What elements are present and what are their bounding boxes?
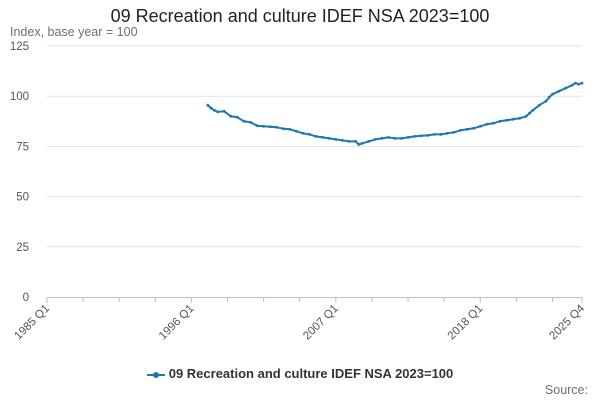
data-point (419, 134, 423, 138)
data-point (544, 99, 548, 103)
y-tick-label: 75 (16, 141, 29, 153)
data-point (406, 136, 410, 139)
data-point (492, 121, 495, 125)
y-tick-label: 125 (10, 41, 29, 53)
data-point (393, 137, 397, 140)
data-point (236, 115, 239, 119)
chart-title: 09 Recreation and culture IDEF NSA 2023=… (110, 6, 490, 26)
data-point (357, 143, 361, 146)
data-point (439, 133, 443, 136)
data-point (478, 124, 482, 128)
data-point (570, 83, 574, 87)
data-point (206, 103, 210, 107)
x-tick-label: 2007 Q1 (301, 303, 341, 343)
data-point (262, 124, 265, 128)
data-point (314, 135, 318, 138)
data-point (386, 136, 390, 139)
data-point (400, 137, 403, 140)
data-point (216, 110, 220, 114)
data-point (472, 126, 476, 130)
legend-label: 09 Recreation and culture IDEF NSA 2023=… (168, 366, 454, 381)
data-point (518, 116, 521, 120)
data-point (485, 122, 489, 126)
data-point (295, 129, 298, 133)
data-point (209, 106, 213, 110)
data-point (557, 89, 561, 93)
data-point (413, 135, 416, 138)
data-point (268, 125, 272, 129)
data-point (551, 92, 554, 96)
data-point (367, 140, 371, 143)
data-point (446, 131, 449, 135)
legend[interactable]: 09 Recreation and culture IDEF NSA 2023=… (0, 366, 600, 381)
data-point (373, 138, 377, 141)
data-point (242, 119, 246, 123)
data-point (308, 133, 311, 136)
data-point (452, 130, 456, 134)
data-point (249, 120, 252, 124)
data-point (574, 81, 577, 85)
data-point (511, 117, 515, 121)
data-point (275, 125, 279, 129)
data-point (564, 86, 567, 90)
data-point (281, 127, 285, 131)
data-point (432, 133, 436, 136)
series-line (207, 82, 583, 146)
x-tick-label: 2025 Q4 (547, 302, 587, 342)
data-point (360, 142, 364, 145)
data-point (321, 136, 325, 139)
y-axis-label: Index, base year = 100 (10, 25, 138, 39)
data-point (213, 108, 216, 112)
data-point (498, 119, 502, 123)
data-point (347, 140, 351, 143)
data-point (327, 137, 331, 140)
data-point (531, 108, 535, 112)
data-point (334, 138, 338, 141)
y-tick-label: 100 (10, 91, 29, 103)
x-tick-label: 1996 Q1 (157, 303, 197, 343)
data-point (547, 95, 551, 99)
y-tick-label: 50 (16, 192, 29, 204)
data-point (255, 124, 259, 128)
data-point (505, 118, 508, 122)
y-tick-label: 25 (16, 242, 29, 254)
data-point (528, 111, 531, 115)
data-point (380, 137, 384, 140)
x-tick-label: 2018 Q1 (446, 303, 486, 343)
data-point (577, 82, 581, 86)
y-tick-label: 0 (23, 292, 29, 304)
data-point (537, 103, 541, 107)
data-point (426, 134, 430, 137)
data-point (288, 127, 292, 131)
data-point (222, 109, 226, 113)
data-point (229, 114, 233, 118)
x-tick-label: 1985 Q1 (12, 303, 52, 343)
legend-line-icon (146, 370, 165, 380)
data-point (341, 139, 344, 142)
data-point (459, 128, 462, 132)
data-point (524, 114, 528, 118)
data-point (465, 127, 469, 131)
data-point (301, 131, 305, 135)
data-point (580, 81, 584, 85)
source-note: Source: (544, 383, 588, 397)
data-point (354, 140, 357, 143)
